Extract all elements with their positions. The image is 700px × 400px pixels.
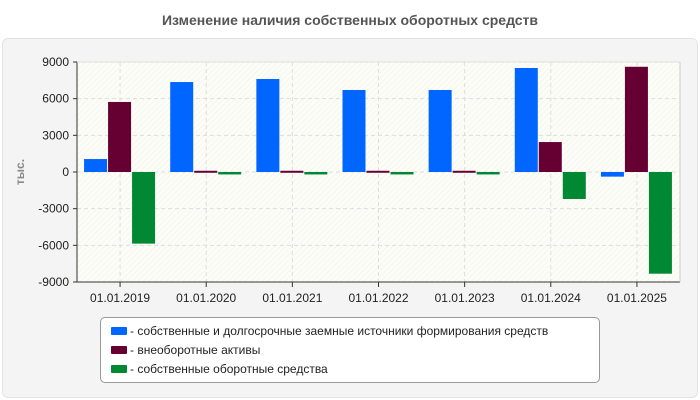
x-tick-label: 01.01.2025 [607, 291, 667, 305]
bar [304, 172, 328, 175]
y-tick-label: 0 [62, 165, 69, 179]
y-tick-label: -6000 [38, 238, 69, 252]
y-tick-label: 6000 [42, 92, 69, 106]
bar [538, 142, 562, 172]
legend-swatch [111, 327, 127, 335]
legend-label: - собственные и долгосрочные заемные ист… [130, 324, 549, 338]
bar [476, 172, 500, 175]
x-tick-label: 01.01.2023 [435, 291, 495, 305]
legend-item: - собственные и долгосрочные заемные ист… [111, 324, 548, 338]
bar [428, 89, 452, 172]
y-tick-label: -3000 [38, 202, 69, 216]
bar [170, 82, 194, 172]
bar [218, 172, 242, 175]
y-tick-label: -9000 [38, 275, 69, 289]
bar [390, 172, 414, 175]
bar [108, 101, 132, 172]
chart-title: Изменение наличия собственных оборотных … [161, 12, 539, 28]
legend-swatch [111, 346, 127, 354]
x-tick-label: 01.01.2024 [521, 291, 581, 305]
bar [342, 89, 366, 172]
bar [256, 78, 280, 172]
y-tick-label: 3000 [42, 128, 69, 142]
bar [624, 66, 648, 172]
bar [514, 67, 538, 172]
legend-label: - внеоборотные активы [130, 343, 261, 357]
legend-swatch [111, 365, 127, 373]
bar [452, 170, 476, 173]
bar [280, 170, 304, 173]
bar [194, 170, 218, 173]
bar [366, 170, 390, 173]
legend: - собственные и долгосрочные заемные ист… [100, 317, 600, 383]
legend-item: - собственные оборотные средства [111, 362, 328, 376]
x-tick-label: 01.01.2022 [348, 291, 408, 305]
y-axis-label: тыс. [13, 159, 27, 185]
bar [648, 172, 672, 274]
bar [562, 172, 586, 200]
legend-item: - внеоборотные активы [111, 343, 260, 357]
bar [132, 172, 156, 244]
bar [600, 172, 624, 177]
x-tick-label: 01.01.2021 [262, 291, 322, 305]
bar [84, 159, 108, 172]
y-tick-label: 9000 [42, 55, 69, 69]
legend-label: - собственные оборотные средства [130, 362, 328, 376]
x-tick-label: 01.01.2019 [90, 291, 150, 305]
x-tick-label: 01.01.2020 [176, 291, 236, 305]
